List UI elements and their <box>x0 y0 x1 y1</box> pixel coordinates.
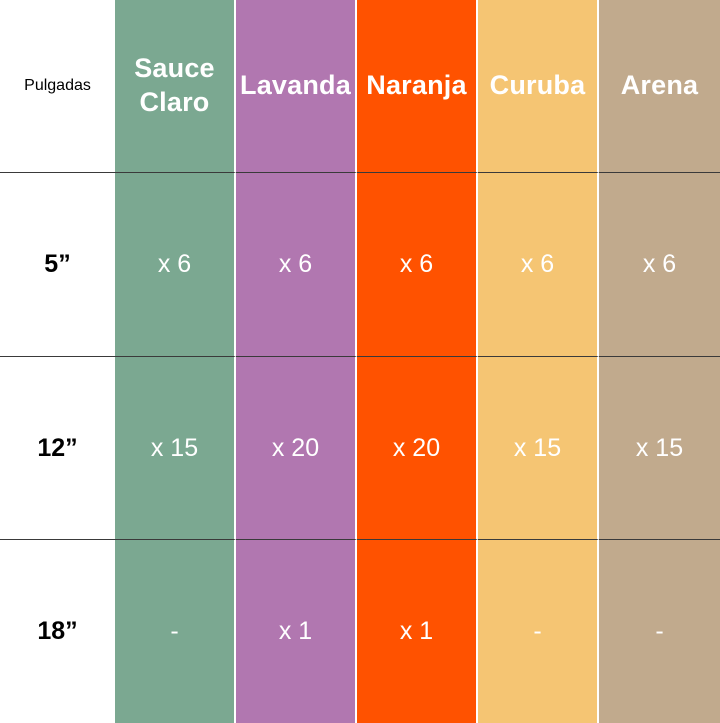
quantity-cell: x 1 <box>236 540 357 723</box>
column-header-label: Naranja <box>366 70 467 101</box>
column-header-label: Curuba <box>489 70 586 101</box>
row-size-cell: 18” <box>0 540 115 723</box>
quantity-value: x 6 <box>520 250 555 278</box>
quantity-cell: x 15 <box>599 357 720 540</box>
row-size-label: 18” <box>37 617 78 645</box>
quantity-cell: x 15 <box>115 357 236 540</box>
row-size-cell: 12” <box>0 357 115 540</box>
quantity-cell: x 20 <box>357 357 478 540</box>
quantity-value: x 6 <box>642 250 677 278</box>
quantity-value: x 20 <box>392 433 441 462</box>
quantity-cell: x 6 <box>357 173 478 357</box>
quantity-cell: - <box>599 540 720 723</box>
column-header-lavanda: Lavanda <box>236 0 357 173</box>
quantity-value: x 15 <box>635 433 684 462</box>
column-header-sauce-claro: Sauce Claro <box>115 0 236 173</box>
quantity-value: x 15 <box>513 433 562 462</box>
quantity-cell: x 6 <box>115 173 236 357</box>
column-header-curuba: Curuba <box>478 0 599 173</box>
column-header-arena: Arena <box>599 0 720 173</box>
column-header-label: Lavanda <box>240 70 351 101</box>
quantity-cell: x 1 <box>357 540 478 723</box>
quantity-value: x 1 <box>278 617 313 645</box>
quantity-cell: x 20 <box>236 357 357 540</box>
quantity-cell: - <box>115 540 236 723</box>
quantity-value: x 1 <box>399 617 434 645</box>
quantity-value: - <box>655 617 664 645</box>
corner-header-cell: Pulgadas <box>0 0 115 173</box>
row-size-label: 12” <box>37 433 78 462</box>
quantity-value: x 20 <box>271 433 320 462</box>
quantity-cell: x 6 <box>599 173 720 357</box>
quantity-cell: x 6 <box>236 173 357 357</box>
row-size-cell: 5” <box>0 173 115 357</box>
quantity-value: - <box>533 617 542 645</box>
quantity-value: x 6 <box>278 250 313 278</box>
quantity-cell: x 15 <box>478 357 599 540</box>
row-size-label: 5” <box>44 250 71 278</box>
quantity-cell: - <box>478 540 599 723</box>
quantity-value: x 6 <box>157 250 192 278</box>
quantity-value: x 6 <box>399 250 434 278</box>
corner-label: Pulgadas <box>24 77 91 94</box>
quantity-value: - <box>170 617 179 645</box>
column-header-label: Sauce Claro <box>134 53 215 117</box>
quantity-value: x 15 <box>150 433 199 462</box>
quantity-cell: x 6 <box>478 173 599 357</box>
column-header-label: Arena <box>620 70 699 101</box>
column-header-naranja: Naranja <box>357 0 478 173</box>
